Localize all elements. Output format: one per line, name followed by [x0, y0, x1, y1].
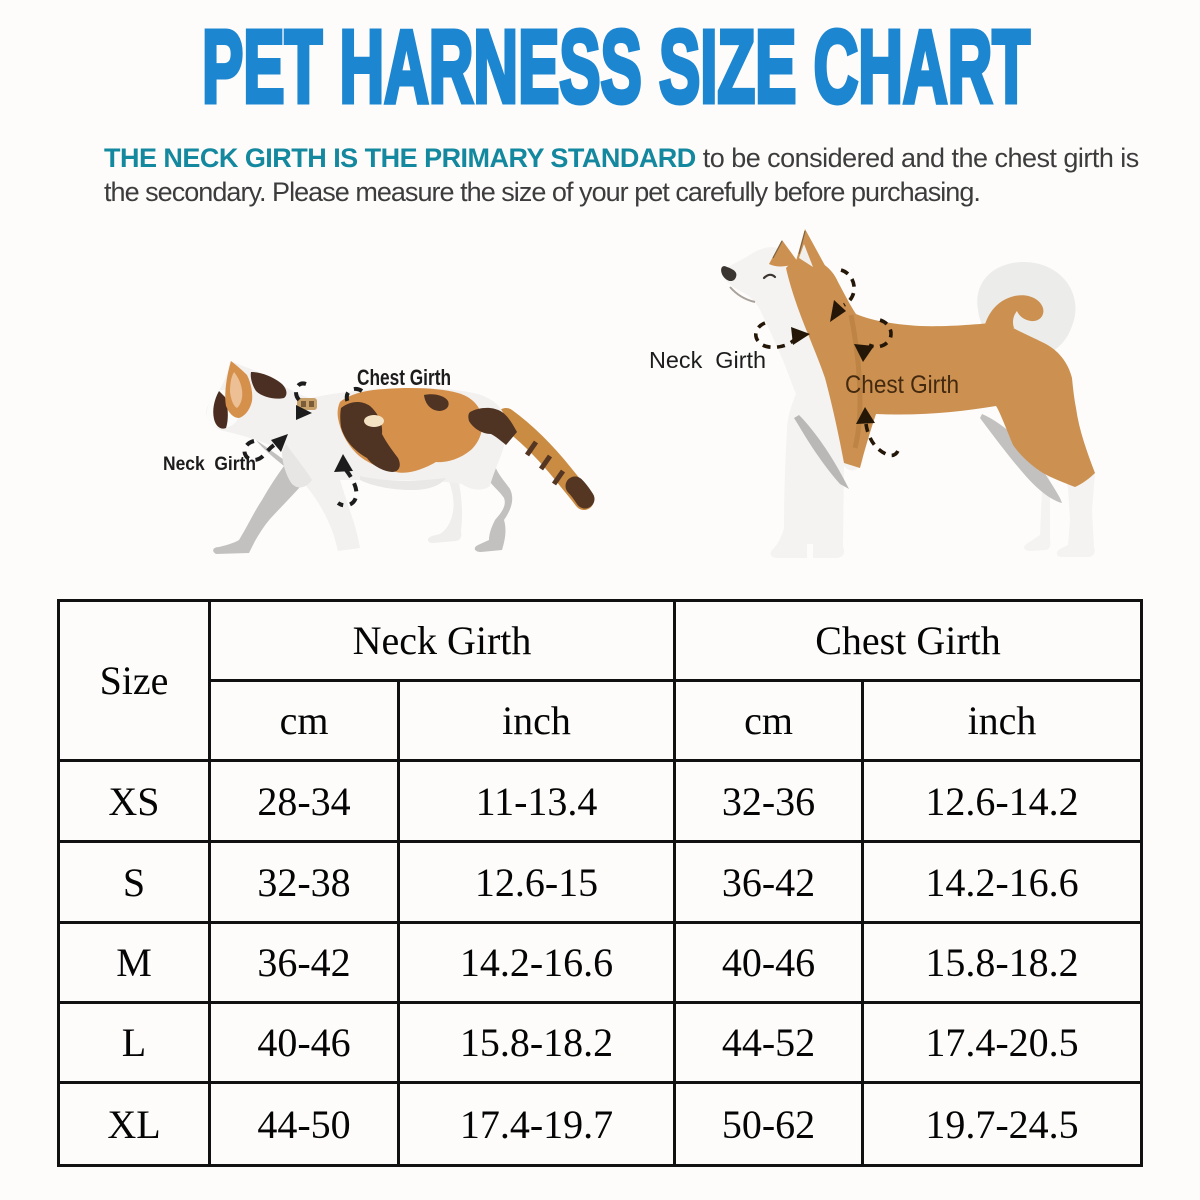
svg-text:Neck Girth: Neck Girth: [163, 454, 256, 475]
svg-text:Chest Girth: Chest Girth: [357, 365, 451, 390]
svg-text:Chest Girth: Chest Girth: [845, 371, 959, 399]
svg-text:PET HARNESS SIZE CHART: PET HARNESS SIZE CHART: [202, 9, 1030, 124]
svg-text:Neck Girth: Neck Girth: [649, 347, 766, 373]
